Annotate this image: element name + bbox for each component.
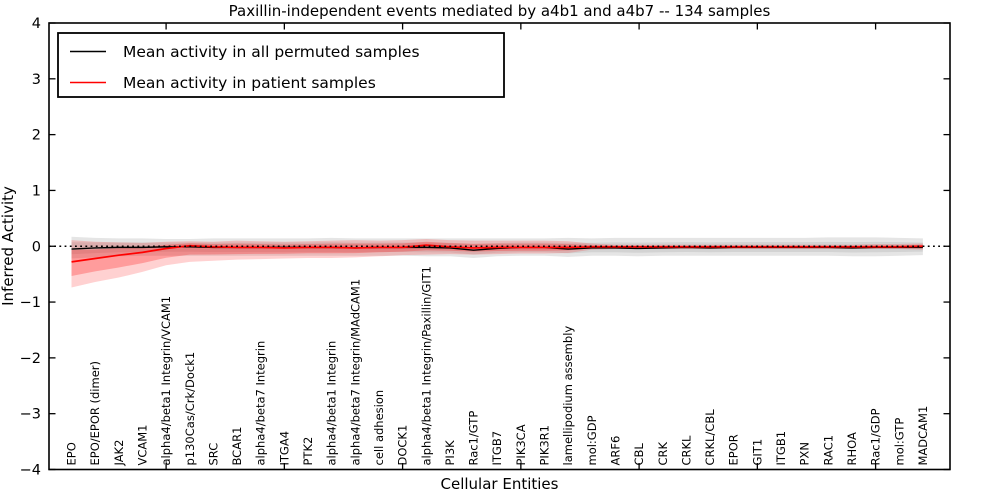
- x-tick-label: ITGB7: [490, 431, 504, 466]
- legend-label-patient: Mean activity in patient samples: [123, 74, 376, 92]
- x-tick-label: ARF6: [608, 436, 622, 466]
- x-tick-label: MADCAM1: [916, 406, 930, 466]
- x-tick-label: EPOR: [727, 434, 741, 465]
- chart-title: Paxillin-independent events mediated by …: [229, 2, 771, 20]
- x-tick-label: mol:GDP: [585, 415, 599, 465]
- legend-box: [57, 32, 505, 98]
- x-tick-label: SRC: [206, 443, 220, 466]
- x-tick-label: Rac1/GDP: [869, 408, 883, 465]
- confidence-bands-layer: [71, 236, 923, 288]
- y-tick-label: 4: [32, 16, 41, 32]
- patient-samples-spread-inner: [71, 241, 923, 276]
- x-axis-label: Cellular Entities: [441, 475, 559, 493]
- y-tick-label: 1: [32, 183, 41, 199]
- x-tick-label: alpha4/beta7 Integrin: [254, 341, 268, 466]
- x-tick-label: CRK: [656, 441, 670, 465]
- y-tick-label: 2: [32, 128, 41, 144]
- x-tick-label: PIK3CA: [514, 424, 528, 465]
- x-tick-label: DOCK1: [396, 425, 410, 466]
- x-tick-label: GIT1: [750, 439, 764, 466]
- x-tick-label: alpha4/beta1 Integrin/Paxillin/GIT1: [419, 266, 433, 465]
- x-tick-label: EPO/EPOR (dimer): [88, 361, 102, 466]
- y-tick-label: 0: [32, 239, 41, 255]
- x-tick-label: cell adhesion: [372, 390, 386, 466]
- axes-layer: 4 3 2 1 0 −1 −2 −3 −4: [20, 16, 951, 479]
- y-tick-label: −1: [20, 295, 41, 311]
- y-axis-label: Inferred Activity: [0, 186, 17, 306]
- x-tick-label: alpha4/beta1 Integrin: [325, 341, 339, 466]
- x-tick-label: PXN: [798, 442, 812, 465]
- patient-samples-spread-outer: [71, 238, 923, 288]
- x-tick-label: mol:GTP: [892, 418, 906, 466]
- x-tick-label: JAK2: [112, 440, 126, 467]
- x-tick-label: PTK2: [301, 437, 315, 466]
- legend-label-permuted: Mean activity in all permuted samples: [123, 43, 420, 61]
- x-tick-label: alpha4/beta7 Integrin/MAdCAM1: [348, 279, 362, 466]
- x-tick-labels-layer: EPO EPO/EPOR (dimer) JAK2 VCAM1 alpha4/beta1…: [65, 266, 930, 466]
- x-tick-label: lamellipodium assembly: [561, 326, 575, 466]
- x-tick-label: RHOA: [845, 432, 859, 465]
- x-tick-label: ITGB1: [774, 431, 788, 466]
- x-tick-label: CBL: [632, 443, 646, 466]
- x-tick-label: RAC1: [821, 435, 835, 466]
- y-tick-label: −4: [20, 463, 41, 479]
- patient-mean-line: [71, 244, 923, 263]
- x-tick-label: ITGA4: [277, 431, 291, 466]
- legend-entry-patient: Mean activity in patient samples: [70, 74, 376, 92]
- x-tick-label: alpha4/beta1 Integrin/VCAM1: [159, 296, 173, 466]
- series-lines-layer: [49, 244, 950, 263]
- legend-entry-permuted: Mean activity in all permuted samples: [70, 43, 420, 61]
- y-tick-label: −2: [20, 351, 41, 367]
- legend: Mean activity in all permuted samples Me…: [57, 32, 505, 98]
- y-tick-label: −3: [20, 407, 41, 423]
- x-tick-label: PI3K: [443, 440, 457, 466]
- x-tick-label: CRKL/CBL: [703, 409, 717, 466]
- x-tick-label: BCAR1: [230, 427, 244, 466]
- x-tick-label: CRKL: [679, 435, 693, 466]
- y-tick-label: 3: [32, 72, 41, 88]
- x-tick-label: p130Cas/Crk/Dock1: [183, 352, 197, 466]
- x-tick-label: Rac1/GTP: [467, 411, 481, 466]
- x-tick-label: VCAM1: [135, 424, 149, 465]
- x-tick-label: EPO: [65, 442, 79, 465]
- x-tick-label: PIK3R1: [538, 425, 552, 466]
